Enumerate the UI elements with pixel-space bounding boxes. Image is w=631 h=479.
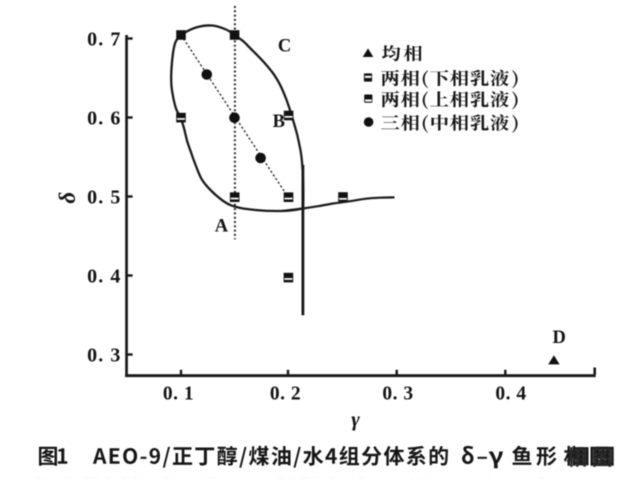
svg-text:0. 5: 0. 5 — [87, 187, 121, 209]
svg-text:B: B — [273, 112, 285, 132]
svg-text:0. 4: 0. 4 — [87, 266, 121, 288]
svg-text:0. 3: 0. 3 — [87, 345, 121, 367]
svg-text:δ: δ — [55, 192, 80, 204]
svg-text:A: A — [215, 217, 229, 237]
svg-text:0. 2: 0. 2 — [270, 384, 301, 405]
svg-text:D: D — [553, 328, 566, 348]
svg-text:C: C — [278, 37, 291, 57]
svg-text:0. 6: 0. 6 — [87, 108, 121, 130]
svg-text:γ: γ — [351, 409, 360, 431]
svg-text:0. 7: 0. 7 — [87, 29, 121, 51]
svg-text:0. 4: 0. 4 — [495, 384, 526, 405]
svg-text:0. 3: 0. 3 — [382, 384, 413, 405]
svg-text:Fig.1 Fish-like phase diagram: Fig.1 Fish-like phase diagram of AEO-9/n… — [35, 477, 631, 479]
svg-text:0. 1: 0. 1 — [163, 384, 194, 405]
